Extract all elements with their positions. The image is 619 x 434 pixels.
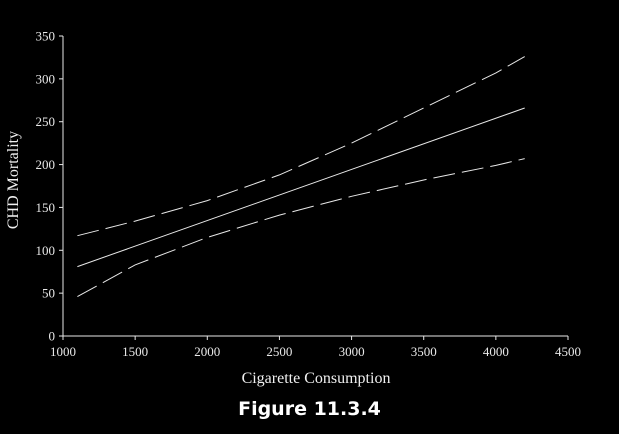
x-tick-label: 3500 (411, 344, 437, 359)
y-tick-label: 300 (36, 71, 56, 86)
y-tick-label: 200 (36, 157, 56, 172)
y-tick-label: 150 (36, 200, 56, 215)
x-tick-label: 4500 (555, 344, 581, 359)
y-tick-label: 350 (36, 29, 56, 44)
chart: 1000 1500 2000 2500 3000 3500 4000 4500 0 50 100 15… (5, 29, 582, 388)
regression-line (77, 107, 525, 268)
tick-marks: 1000 1500 2000 2500 3000 3500 4000 4500 0 50 100 15… (36, 29, 582, 360)
y-axis-title: CHD Mortality (5, 131, 22, 229)
x-axis-title: Cigarette Consumption (242, 370, 391, 387)
figure-caption: Figure 11.3.4 (238, 398, 381, 420)
y-tick-label: 250 (36, 114, 56, 129)
series-lines (77, 56, 525, 298)
axes (62, 36, 568, 337)
lower-confidence-band-line (77, 158, 525, 298)
x-tick-label: 4000 (483, 344, 509, 359)
x-tick-label: 1000 (50, 344, 76, 359)
x-tick-label: 1500 (122, 344, 148, 359)
x-tick-label: 3000 (339, 344, 365, 359)
x-tick-label: 2500 (266, 344, 292, 359)
y-tick-label: 100 (36, 243, 56, 258)
y-tick-label: 0 (49, 329, 56, 344)
upper-confidence-band-line (77, 56, 525, 237)
x-tick-label: 2000 (194, 344, 220, 359)
y-tick-label: 50 (42, 286, 55, 301)
